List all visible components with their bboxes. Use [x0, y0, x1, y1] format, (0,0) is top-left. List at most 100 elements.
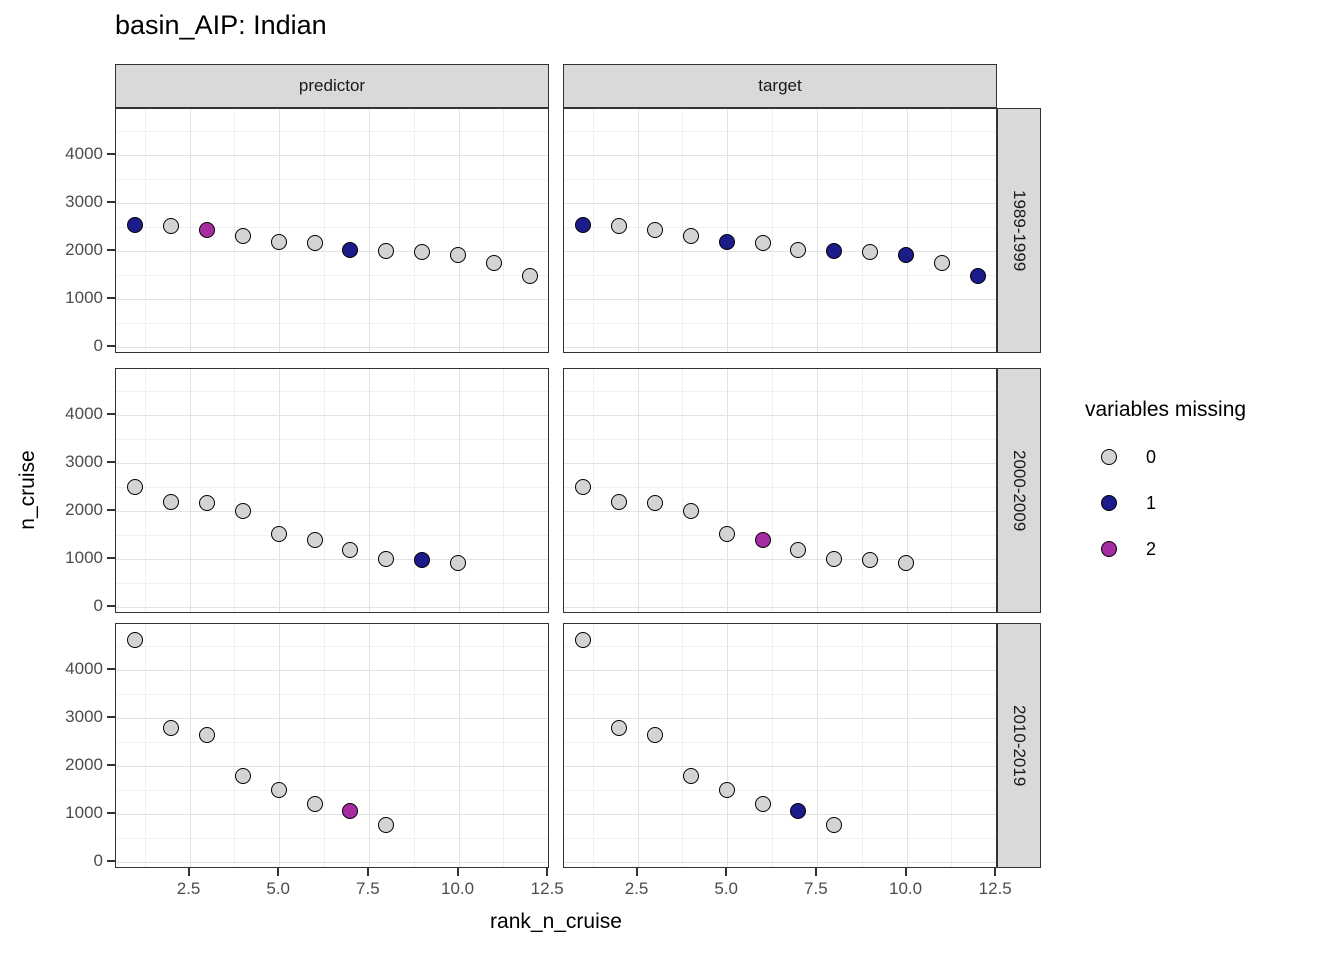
- gridline-major: [564, 155, 996, 157]
- y-tick: [107, 461, 115, 464]
- data-point: [646, 222, 663, 239]
- gridline-major: [116, 606, 548, 608]
- gridline-major: [116, 670, 548, 672]
- gridline-minor: [564, 582, 996, 584]
- gridline-major: [116, 718, 548, 720]
- data-point: [342, 541, 359, 558]
- x-tick: [725, 868, 728, 876]
- y-tick-label: 0: [93, 850, 103, 870]
- data-point: [718, 233, 735, 250]
- data-point: [306, 234, 323, 251]
- gridline-major: [368, 369, 370, 612]
- x-tick-label: 12.5: [978, 879, 1012, 898]
- y-tick: [107, 344, 115, 347]
- plot-title: basin_AIP: Indian: [115, 10, 327, 40]
- gridline-minor: [951, 369, 953, 612]
- data-point: [682, 228, 699, 245]
- x-tick: [456, 868, 459, 876]
- gridline-minor: [234, 109, 236, 352]
- gridline-major: [279, 109, 281, 352]
- y-tick: [107, 859, 115, 862]
- data-point: [414, 243, 431, 260]
- gridline-major: [116, 463, 548, 465]
- x-tick: [814, 868, 817, 876]
- data-point: [198, 726, 215, 743]
- x-tick-label: 7.5: [356, 879, 380, 898]
- facet-strip-row-2000-2009: 2000-2009: [997, 368, 1041, 613]
- data-point: [163, 218, 180, 235]
- y-tick-label: 3000: [65, 192, 103, 212]
- x-tick: [904, 868, 907, 876]
- data-point: [450, 246, 467, 263]
- gridline-minor: [144, 109, 146, 352]
- gridline-minor: [116, 227, 548, 229]
- gridline-minor: [144, 369, 146, 612]
- x-tick: [277, 868, 280, 876]
- gridline-major: [996, 109, 997, 352]
- data-point: [414, 551, 431, 568]
- gridline-major: [637, 109, 639, 352]
- panel-target-2010-2019: [563, 623, 997, 868]
- data-point: [198, 495, 215, 512]
- data-point: [862, 551, 879, 568]
- data-point: [646, 726, 663, 743]
- gridline-minor: [116, 487, 548, 489]
- legend: variables missing 0 1 2: [1085, 398, 1246, 572]
- legend-item-2: 2: [1085, 526, 1246, 572]
- data-point: [127, 479, 144, 496]
- data-point: [898, 246, 915, 263]
- x-tick-label: 7.5: [804, 879, 828, 898]
- gridline-major: [116, 511, 548, 513]
- gridline-major: [116, 766, 548, 768]
- x-tick: [994, 868, 997, 876]
- gridline-major: [368, 624, 370, 867]
- y-tick: [107, 716, 115, 719]
- gridline-major: [189, 624, 191, 867]
- gridline-major: [116, 861, 548, 863]
- data-point: [898, 555, 915, 572]
- y-tick: [107, 556, 115, 559]
- data-point: [163, 720, 180, 737]
- gridline-minor: [564, 322, 996, 324]
- data-point: [270, 233, 287, 250]
- data-point: [575, 479, 592, 496]
- data-point: [754, 234, 771, 251]
- gridline-minor: [116, 837, 548, 839]
- data-point: [575, 217, 592, 234]
- gridline-major: [564, 766, 996, 768]
- gridline-major: [727, 624, 729, 867]
- legend-title: variables missing: [1085, 398, 1247, 421]
- gridline-major: [116, 298, 548, 300]
- gridline-minor: [503, 624, 505, 867]
- facet-strip-col-target: target: [563, 64, 997, 108]
- gridline-minor: [682, 624, 684, 867]
- data-point: [306, 531, 323, 548]
- y-tick: [107, 509, 115, 512]
- gridline-major: [189, 109, 191, 352]
- gridline-minor: [116, 534, 548, 536]
- gridline-major: [564, 606, 996, 608]
- gridline-major: [279, 369, 281, 612]
- gridline-major: [116, 203, 548, 205]
- data-point: [790, 802, 807, 819]
- gridline-major: [996, 369, 997, 612]
- y-tick-label: 0: [93, 335, 103, 355]
- data-point: [234, 767, 251, 784]
- gridline-major: [564, 251, 996, 253]
- gridline-major: [564, 415, 996, 417]
- legend-label-2: 2: [1146, 538, 1157, 559]
- gridline-minor: [564, 646, 996, 648]
- facet-strip-col-predictor: predictor: [115, 64, 549, 108]
- data-point: [521, 268, 538, 285]
- data-point: [270, 525, 287, 542]
- y-tick: [107, 604, 115, 607]
- x-tick-label: 5.0: [266, 879, 290, 898]
- gridline-major: [906, 624, 908, 867]
- facet-strip-row-2010-2019: 2010-2019: [997, 623, 1041, 868]
- data-point: [127, 632, 144, 649]
- data-point: [826, 242, 843, 259]
- gridline-minor: [682, 109, 684, 352]
- data-point: [611, 493, 628, 510]
- y-tick-label: 1000: [65, 547, 103, 567]
- gridline-minor: [564, 439, 996, 441]
